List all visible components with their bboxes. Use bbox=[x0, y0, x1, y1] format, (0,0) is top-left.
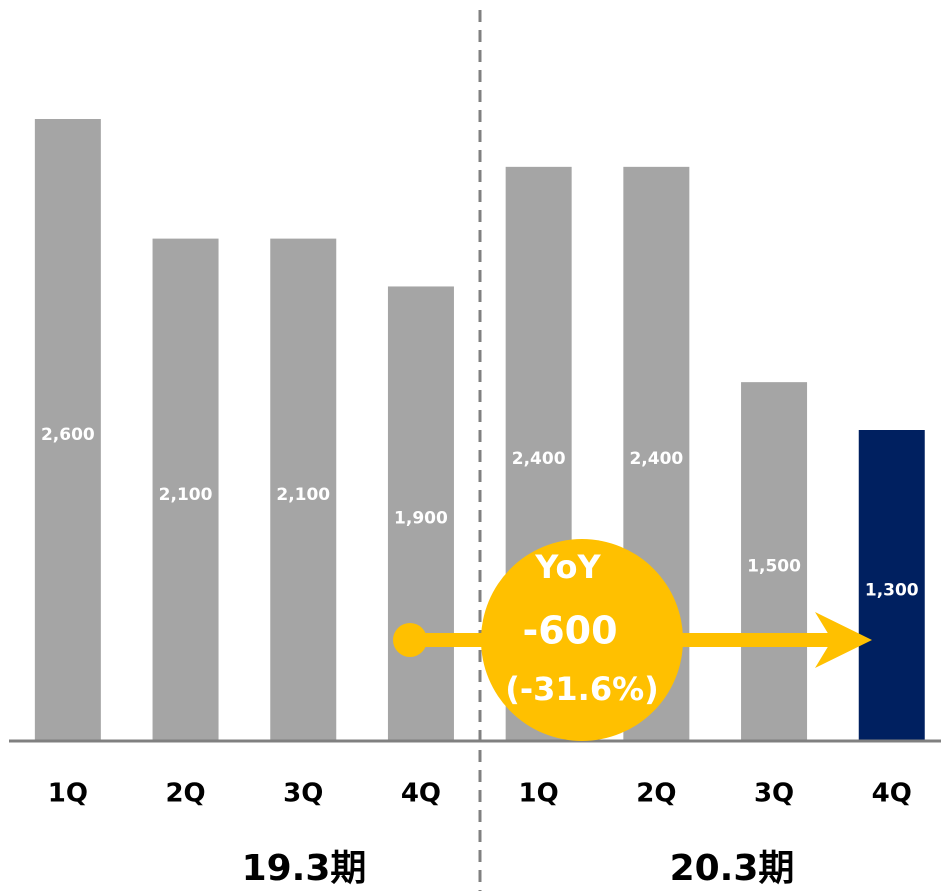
yoy-title: YoY bbox=[534, 548, 601, 586]
yoy-arrow-head bbox=[815, 612, 872, 668]
yoy-percent: (-31.6%) bbox=[505, 670, 659, 708]
bar bbox=[741, 382, 808, 741]
x-tick-label: 4Q bbox=[872, 779, 912, 809]
bar bbox=[858, 430, 925, 741]
group-label: 20.3期 bbox=[670, 848, 795, 889]
data-label: 2,100 bbox=[276, 485, 330, 505]
data-label: 1,500 bbox=[747, 557, 801, 577]
x-tick-label: 1Q bbox=[48, 779, 88, 809]
bar bbox=[152, 238, 219, 741]
data-label: 2,400 bbox=[629, 449, 683, 469]
yoy-change: -600 bbox=[522, 609, 617, 653]
data-label: 2,100 bbox=[159, 485, 213, 505]
data-label: 1,900 bbox=[394, 509, 448, 529]
x-tick-label: 1Q bbox=[519, 779, 559, 809]
data-label: 2,400 bbox=[512, 449, 566, 469]
x-tick-label: 3Q bbox=[754, 779, 794, 809]
yoy-arrow-start bbox=[393, 623, 427, 657]
bar bbox=[387, 286, 454, 741]
x-tick-label: 4Q bbox=[401, 779, 441, 809]
x-tick-label: 2Q bbox=[165, 779, 205, 809]
data-label: 1,300 bbox=[865, 581, 919, 601]
group-label: 19.3期 bbox=[242, 848, 367, 889]
x-tick-label: 2Q bbox=[636, 779, 676, 809]
yoy-bubble bbox=[481, 539, 683, 741]
data-label: 2,600 bbox=[41, 425, 95, 445]
bar bbox=[34, 119, 101, 741]
bar bbox=[270, 238, 337, 741]
x-tick-label: 3Q bbox=[283, 779, 323, 809]
